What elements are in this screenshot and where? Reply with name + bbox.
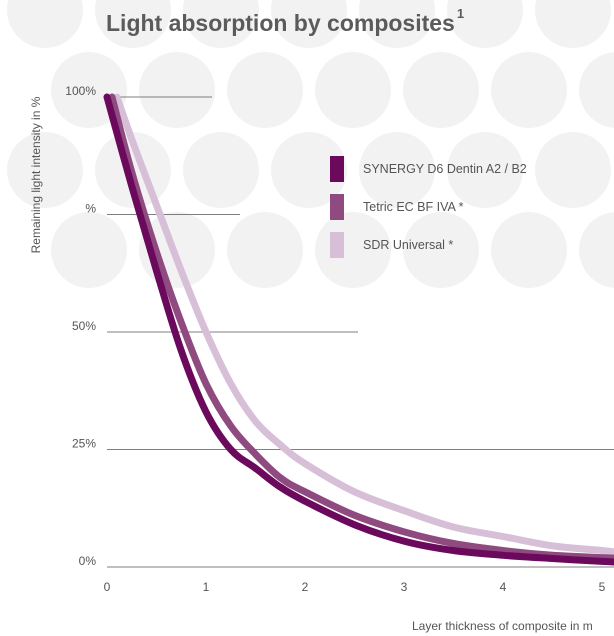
- series-line-tetric: [108, 93, 614, 562]
- x-tick-label: 1: [203, 580, 210, 594]
- background-dot: [183, 0, 259, 48]
- x-tick-label: 5: [599, 580, 606, 594]
- y-axis-title: Remaining light intensity in %: [29, 96, 43, 253]
- y-tick-label: 0%: [79, 554, 97, 568]
- title-footnote-marker: 1: [456, 6, 465, 22]
- legend-item-sdr: SDR Universal *: [330, 232, 527, 258]
- series-line-sdr: [113, 93, 614, 556]
- background-dot: [491, 52, 567, 128]
- background-dot: [315, 212, 391, 288]
- background-dot: [227, 52, 303, 128]
- y-tick-label: 25%: [72, 437, 96, 451]
- legend-label-tetric: Tetric EC BF IVA *: [363, 200, 464, 214]
- background-dot: [579, 212, 614, 288]
- background-dot: [315, 52, 391, 128]
- background-dot: [359, 0, 435, 48]
- background-dot: [183, 132, 259, 208]
- background-dot: [227, 212, 303, 288]
- background-dot: [535, 0, 611, 48]
- legend-label-sdr: SDR Universal *: [363, 238, 454, 252]
- background-dot: [271, 0, 347, 48]
- background-dot: [447, 132, 523, 208]
- background-dot: [95, 0, 171, 48]
- background-dot: [271, 132, 347, 208]
- legend-item-synergy: SYNERGY D6 Dentin A2 / B2: [330, 156, 527, 182]
- background-dot: [579, 52, 614, 128]
- chart-title: Light absorption by composites 1: [106, 6, 465, 36]
- x-tick-label: 4: [500, 580, 507, 594]
- background-dot: [51, 212, 127, 288]
- background-dot: [535, 132, 611, 208]
- y-tick-label: 50%: [72, 319, 96, 333]
- background-dot: [447, 0, 523, 48]
- background-dot: [491, 212, 567, 288]
- x-tick-label: 0: [104, 580, 111, 594]
- background-dot: [7, 132, 83, 208]
- y-tick-label: %: [85, 202, 96, 216]
- legend-item-tetric: Tetric EC BF IVA *: [330, 194, 527, 220]
- background-dot: [403, 52, 479, 128]
- legend-swatch-sdr: [330, 232, 344, 258]
- legend: SYNERGY D6 Dentin A2 / B2 Tetric EC BF I…: [330, 156, 527, 270]
- background-dot: [139, 52, 215, 128]
- x-axis-title: Layer thickness of composite in m: [412, 619, 593, 633]
- background-dot: [403, 212, 479, 288]
- background-dot: [7, 0, 83, 48]
- background-dot: [359, 132, 435, 208]
- y-tick-label: 100%: [65, 84, 96, 98]
- x-tick-label: 3: [401, 580, 408, 594]
- series-line-synergy: [103, 93, 614, 566]
- legend-swatch-tetric: [330, 194, 344, 220]
- legend-label-synergy: SYNERGY D6 Dentin A2 / B2: [363, 162, 527, 176]
- legend-swatch-synergy: [330, 156, 344, 182]
- x-tick-label: 2: [302, 580, 309, 594]
